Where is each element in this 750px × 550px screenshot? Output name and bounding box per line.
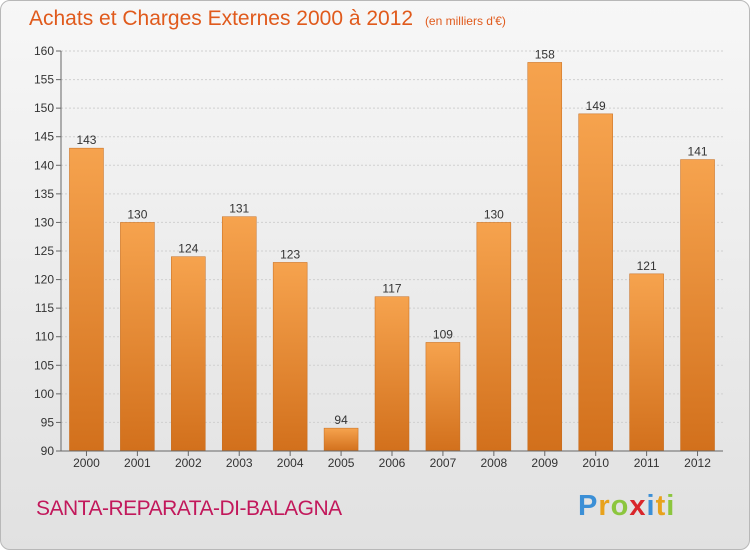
logo-letter: t — [655, 490, 667, 522]
proxiti-logo: Proxiti — [578, 490, 675, 523]
bars: 143 130 124 131 123 94 117 109 130 158 149 121 141 — [69, 47, 715, 452]
y-tick-label: 140 — [34, 158, 54, 172]
place-name: SANTA-REPARATA-DI-BALAGNA — [36, 497, 342, 520]
y-tick-label: 135 — [34, 187, 54, 201]
x-tick-label: 2007 — [430, 456, 457, 470]
logo-letter: i — [666, 490, 676, 522]
chart-title: Achats et Charges Externes 2000 à 2012 (… — [29, 7, 506, 31]
bar-2005 — [323, 427, 359, 452]
x-tick-label: 2002 — [175, 456, 202, 470]
bar-value-label: 124 — [178, 242, 198, 256]
bar-2002 — [171, 256, 206, 452]
y-tick-label: 120 — [34, 273, 54, 287]
logo-letter: o — [610, 490, 630, 522]
bar-value-label: 143 — [76, 133, 96, 147]
bar-2003 — [221, 216, 257, 452]
y-tick-label: 100 — [34, 387, 54, 401]
chart-unit: (en milliers d'€) — [424, 14, 506, 28]
y-tick-label: 115 — [35, 301, 54, 315]
bar-2008 — [476, 222, 512, 452]
x-tick-label: 2006 — [379, 456, 406, 470]
x-tick-label: 2001 — [124, 456, 151, 470]
bar-2004 — [272, 262, 308, 452]
logo-letter: i — [646, 490, 656, 522]
bar-2011 — [629, 273, 664, 452]
logo-letter: x — [629, 490, 647, 522]
bar-value-label: 141 — [688, 145, 708, 159]
x-tick-label: 2009 — [531, 456, 558, 470]
x-tick-label: 2010 — [582, 456, 609, 470]
y-tick-label: 155 — [34, 73, 54, 87]
y-tick-label: 125 — [34, 244, 54, 258]
logo-letter: P — [578, 490, 599, 522]
axes: 90 95 100 105 110 115 120 125 130 135 140 145 150 155… — [34, 44, 723, 470]
y-tick-label: 150 — [34, 101, 54, 115]
chart-title-text: Achats et Charges Externes 2000 à 2012 — [29, 7, 414, 30]
bar-value-label: 109 — [433, 327, 453, 341]
y-tick-label: 160 — [34, 44, 54, 58]
bar-2007 — [425, 342, 461, 452]
y-tick-label: 90 — [41, 444, 55, 458]
bar-2006 — [374, 296, 410, 452]
y-tick-label: 105 — [34, 358, 54, 372]
bar-2012 — [680, 159, 715, 452]
bar-value-label: 131 — [229, 202, 249, 216]
bar-2009 — [527, 62, 563, 452]
bar-2010 — [578, 113, 613, 452]
bar-value-label: 117 — [382, 282, 401, 296]
bar-2000 — [69, 147, 104, 452]
y-tick-label: 145 — [34, 130, 54, 144]
x-tick-label: 2003 — [226, 456, 253, 470]
y-tick-label: 110 — [35, 330, 54, 344]
bar-value-label: 158 — [535, 47, 555, 61]
bar-2001 — [120, 222, 155, 452]
x-tick-label: 2011 — [634, 456, 660, 470]
bar-value-label: 149 — [586, 99, 606, 113]
bar-value-label: 123 — [280, 247, 300, 261]
x-tick-label: 2005 — [328, 456, 355, 470]
x-tick-label: 2012 — [684, 456, 711, 470]
y-tick-label: 95 — [41, 415, 55, 429]
bar-value-label: 121 — [637, 259, 657, 273]
bar-value-label: 130 — [484, 207, 504, 221]
bar-value-label: 94 — [334, 413, 348, 427]
x-tick-label: 2000 — [73, 456, 100, 470]
x-tick-label: 2008 — [480, 456, 507, 470]
bar-value-label: 130 — [127, 207, 147, 221]
x-tick-label: 2004 — [277, 456, 304, 470]
y-tick-label: 130 — [34, 215, 54, 229]
logo-letter: r — [598, 490, 611, 522]
